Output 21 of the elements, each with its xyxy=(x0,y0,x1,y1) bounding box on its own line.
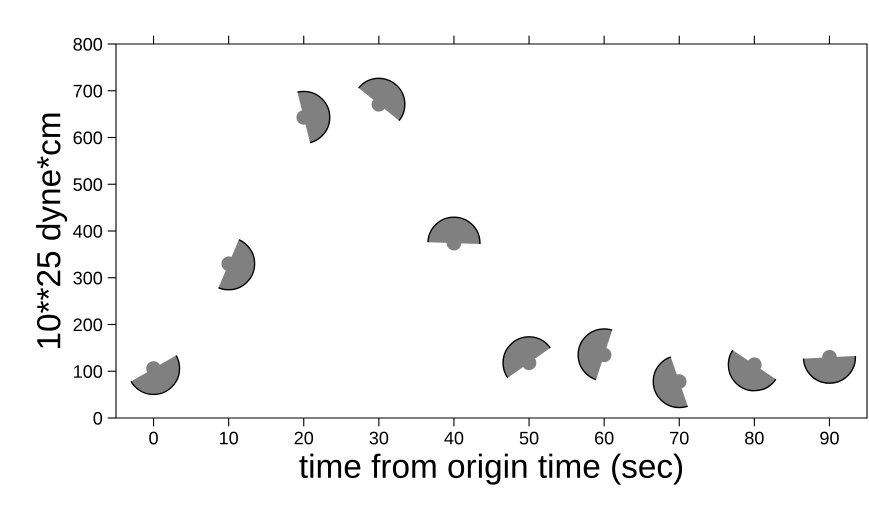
x-tick-label: 10 xyxy=(220,432,238,444)
x-tick-label: 60 xyxy=(595,432,614,444)
x-tick-label: 20 xyxy=(294,432,314,444)
y-tick-label: 800 xyxy=(73,38,102,51)
x-tick-label: 70 xyxy=(670,432,689,444)
x-tick-label: 80 xyxy=(745,432,764,444)
x-tick-label: 90 xyxy=(820,432,839,444)
y-tick-label: 200 xyxy=(74,318,102,332)
y-tick-label: 100 xyxy=(74,365,102,378)
x-axis-title: time from origin time (sec) xyxy=(299,454,682,485)
y-tick-label: 0 xyxy=(93,412,102,425)
y-tick-label: 700 xyxy=(74,84,102,98)
x-tick-label: 30 xyxy=(370,432,388,444)
x-tick-label: 40 xyxy=(444,432,464,444)
y-axis-title: 10**25 dyne*cm xyxy=(36,114,68,348)
y-tick-label: 400 xyxy=(73,224,102,238)
x-tick-label: 0 xyxy=(149,432,158,444)
y-tick-label: 600 xyxy=(74,131,102,144)
y-tick-label: 300 xyxy=(73,272,102,284)
x-tick-label: 50 xyxy=(520,432,538,444)
y-tick-label: 500 xyxy=(73,178,102,191)
